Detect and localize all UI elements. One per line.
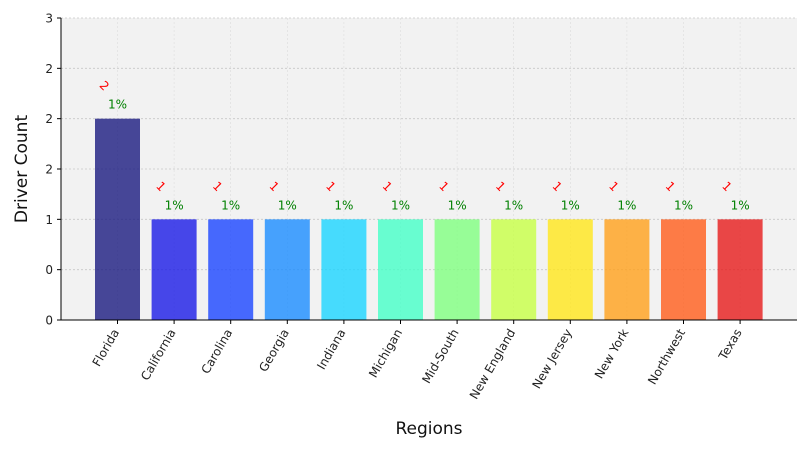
bar <box>151 219 197 320</box>
y-tick-label: 2 <box>45 163 53 177</box>
y-tick-label: 1 <box>45 213 53 227</box>
x-tick-label: California <box>138 327 179 383</box>
y-tick-label: 3 <box>45 12 53 26</box>
bar <box>604 219 650 320</box>
bar-percent-label: 1% <box>165 198 184 212</box>
x-tick-label: Carolina <box>198 327 235 377</box>
bar-percent-label: 1% <box>221 198 240 212</box>
x-tick-label: Florida <box>90 327 123 369</box>
bar <box>208 219 254 320</box>
x-tick-label: Georgia <box>256 327 292 375</box>
bar-percent-label: 1% <box>278 198 297 212</box>
bar <box>321 219 367 320</box>
bar-percent-label: 1% <box>391 198 410 212</box>
bar-percent-label: 1% <box>504 198 523 212</box>
y-tick-label: 0 <box>45 314 53 328</box>
bar <box>547 219 593 320</box>
bar <box>661 219 706 320</box>
bar <box>264 219 310 320</box>
bar <box>717 219 763 320</box>
x-tick-label: New England <box>467 327 518 402</box>
bar-percent-label: 1% <box>731 198 750 212</box>
y-tick-label: 2 <box>45 62 53 76</box>
bar-percent-label: 1% <box>674 198 693 212</box>
bars <box>95 118 763 321</box>
x-tick-label: New Jersey <box>529 327 574 392</box>
y-tick-label: 2 <box>45 112 53 126</box>
y-tick-labels: 0 0 1 2 2 2 3 <box>45 12 61 328</box>
bar-percent-label: 1% <box>448 198 467 212</box>
bar <box>491 219 537 320</box>
y-axis-title: Driver Count <box>12 115 32 224</box>
bar-percent-label: 1% <box>334 198 353 212</box>
x-tick-labels: Florida California Carolina Georgia Indiana M… <box>90 320 745 402</box>
x-tick-label: Northwest <box>645 326 688 387</box>
bar-percent-label: 1% <box>108 98 127 112</box>
bar <box>434 219 480 320</box>
x-tick-label: Michigan <box>366 327 405 381</box>
bar-percent-label: 1% <box>617 198 636 212</box>
x-tick-label: New York <box>592 326 632 381</box>
bar-percent-label: 1% <box>561 198 580 212</box>
y-tick-label: 0 <box>45 263 53 277</box>
x-tick-label: Indiana <box>314 327 348 372</box>
x-tick-label: Mid-South <box>419 327 461 386</box>
x-tick-label: Texas <box>715 327 744 364</box>
x-axis-title: Regions <box>395 419 462 439</box>
bar <box>95 118 140 321</box>
bar <box>378 219 423 320</box>
